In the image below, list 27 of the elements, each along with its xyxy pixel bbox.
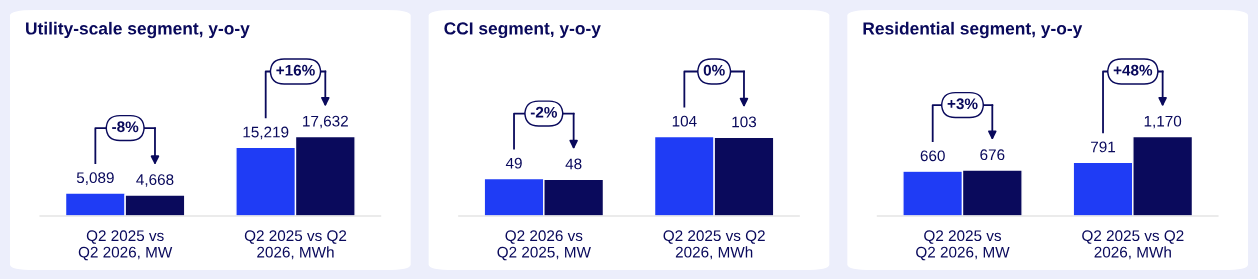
- data-label: 104: [672, 115, 697, 127]
- text: -8%: [112, 121, 139, 133]
- data-label: 4,668: [136, 174, 174, 187]
- x-tick-label: Q2 2025 vs Q2 2026, MWh: [1082, 230, 1184, 260]
- data-label: 791: [1091, 141, 1116, 153]
- data-label: 17,632: [303, 115, 348, 129]
- data-label: 676: [980, 149, 1005, 161]
- x-tick-label: Q2 2025 vs Q2 2026, MWh: [244, 230, 347, 260]
- text: +16%: [276, 64, 315, 76]
- text: 0%: [703, 64, 725, 76]
- chart-title: Residential segment, y-o-y: [863, 21, 1083, 39]
- x-tick-label: Q2 2025 vs Q2 2026, MW: [916, 230, 1010, 261]
- x-tick-label: Q2 2025 vs Q2 2026, MW: [78, 230, 173, 261]
- chart-title: CCI segment, y-o-y: [444, 22, 601, 39]
- text: -2%: [530, 106, 558, 118]
- chart-title: Utility-scale segment, y-o-y: [26, 21, 250, 39]
- data-label: 49: [505, 157, 522, 169]
- data-label: 1,170: [1144, 115, 1182, 129]
- x-tick-label: Q2 2025 vs Q2 2026, MWh: [663, 230, 765, 260]
- data-label: 15,219: [243, 126, 289, 140]
- data-label: 660: [920, 150, 945, 162]
- data-label: 5,089: [76, 172, 114, 185]
- data-label: 48: [565, 158, 582, 170]
- text: +48%: [1113, 64, 1153, 76]
- x-tick-label: Q2 2026 vs Q2 2025, MW: [497, 230, 591, 261]
- text: +3%: [947, 98, 978, 110]
- data-label: 103: [732, 116, 757, 128]
